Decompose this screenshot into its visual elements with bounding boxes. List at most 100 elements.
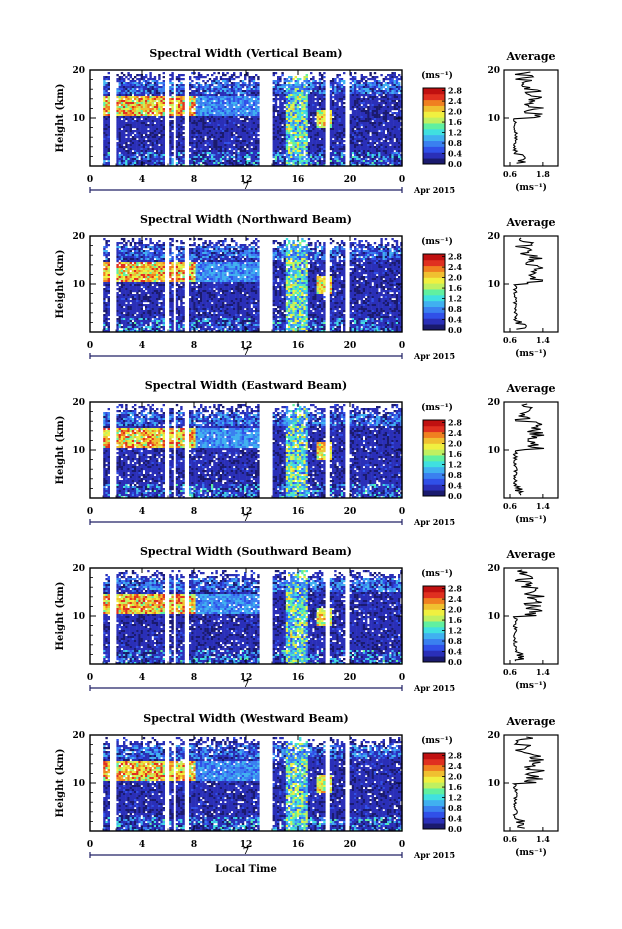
heatmap-cell [228, 130, 231, 133]
heatmap-cell [285, 112, 289, 115]
heatmap-cell [197, 76, 201, 79]
heatmap-cell [175, 116, 179, 119]
heatmap-cell [274, 160, 278, 163]
heatmap-cell [107, 108, 110, 111]
heatmap-cell [354, 106, 357, 109]
heatmap-cell [391, 74, 394, 77]
heatmap-cell [129, 96, 132, 99]
heatmap-cell [180, 90, 183, 93]
heatmap-cell [217, 162, 220, 165]
heatmap-cell [283, 106, 286, 109]
heatmap-cell [142, 96, 146, 99]
heatmap-cell [138, 136, 141, 139]
heatmap-cell [391, 112, 394, 115]
heatmap-cell [171, 98, 174, 101]
heatmap-cell [252, 86, 256, 89]
heatmap-cell [277, 94, 280, 97]
heatmap-cell [279, 100, 282, 103]
heatmap-cell [175, 78, 179, 81]
heatmap-cell [145, 98, 148, 101]
heatmap-cell [323, 154, 326, 157]
heatmap-cell [169, 128, 172, 131]
heatmap-cell [140, 96, 143, 99]
heatmap-cell [147, 108, 150, 111]
heatmap-cell [334, 132, 337, 135]
heatmap-cell [252, 164, 256, 167]
heatmap-cell [219, 76, 223, 79]
heatmap-cell [360, 158, 363, 161]
heatmap-cell [169, 116, 172, 119]
heatmap-cell [222, 104, 225, 107]
heatmap-cell [233, 136, 236, 139]
heatmap-cell [162, 120, 165, 123]
heatmap-cell [362, 82, 366, 85]
heatmap-cell [180, 100, 183, 103]
heatmap-cell [340, 156, 344, 159]
heatmap-cell [213, 90, 216, 93]
heatmap-cell [118, 112, 121, 115]
heatmap-cell [134, 114, 137, 117]
heatmap-cell [354, 72, 357, 75]
heatmap-cell [118, 156, 121, 159]
heatmap-cell [204, 92, 207, 95]
heatmap-cell [162, 108, 165, 111]
heatmap-cell [178, 88, 181, 91]
heatmap-cell [332, 80, 335, 83]
heatmap-cell [248, 142, 251, 145]
heatmap-cell [356, 116, 359, 119]
heatmap-cell [162, 96, 165, 99]
heatmap-cell [235, 142, 238, 145]
heatmap-cell [160, 126, 163, 129]
heatmap-cell [204, 76, 207, 79]
heatmap-cell [204, 148, 207, 151]
heatmap-cell [257, 144, 260, 147]
heatmap-cell [129, 74, 132, 77]
heatmap-cell [305, 108, 308, 111]
heatmap-cell [272, 154, 275, 157]
heatmap-cell [197, 140, 201, 143]
heatmap-cell [378, 152, 381, 155]
heatmap-cell [134, 104, 137, 107]
heatmap-cell [142, 106, 146, 109]
heatmap-cell [226, 144, 229, 147]
heatmap-cell [230, 120, 234, 123]
heatmap-cell [175, 110, 179, 113]
heatmap-cell [211, 156, 214, 159]
heatmap-cell [191, 92, 194, 95]
heatmap-cell [169, 146, 172, 149]
heatmap-cell [244, 150, 247, 153]
heatmap-cell [120, 116, 124, 119]
heatmap-cell [197, 136, 201, 139]
heatmap-cell [237, 110, 240, 113]
heatmap-cell [272, 120, 275, 123]
heatmap-cell [314, 122, 317, 125]
heatmap-cell [285, 90, 289, 93]
heatmap-cell [228, 126, 231, 129]
heatmap-cell [211, 84, 214, 87]
heatmap-cell [213, 144, 216, 147]
heatmap-cell [343, 96, 346, 99]
heatmap-cell [354, 102, 357, 105]
heatmap-cell [292, 98, 295, 101]
heatmap-cell [195, 154, 198, 157]
heatmap-cell [369, 126, 372, 129]
heatmap-cell [349, 144, 352, 147]
heatmap-cell [215, 80, 218, 83]
heatmap-cell [369, 94, 372, 97]
heatmap-cell [158, 94, 161, 97]
heatmap-cell [118, 150, 121, 153]
heatmap-cell [272, 108, 275, 111]
heatmap-cell [250, 120, 253, 123]
heatmap-cell [351, 140, 355, 143]
heatmap-cell [162, 162, 165, 165]
heatmap-cell [323, 118, 326, 121]
heatmap-cell [343, 162, 346, 165]
heatmap-cell [252, 132, 256, 135]
heatmap-cell [252, 90, 256, 93]
heatmap-cell [336, 148, 339, 151]
heatmap-cell [202, 134, 205, 137]
heatmap-cell [279, 88, 282, 91]
heatmap-cell [343, 80, 346, 83]
heatmap-cell [343, 156, 346, 159]
heatmap-cell [391, 142, 394, 145]
